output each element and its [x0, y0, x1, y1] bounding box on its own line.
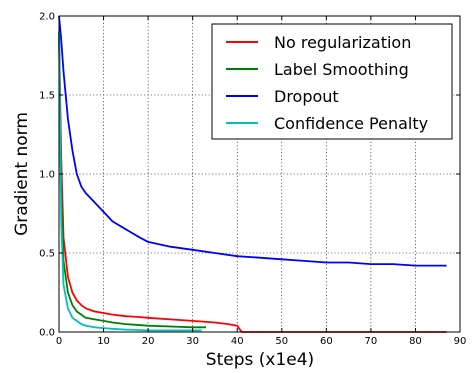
legend-label: No regularization — [274, 33, 411, 52]
x-tick-label: 50 — [275, 336, 288, 347]
x-tick-label: 80 — [409, 336, 422, 347]
y-tick-label: 0.0 — [39, 328, 55, 339]
y-tick-label: 0.5 — [39, 249, 55, 260]
axis-ticks: 0 10 20 30 40 50 60 70 80 90 0.0 0.5 1.0 1.5 2.0 — [39, 12, 466, 348]
y-axis-label: Gradient norm — [12, 112, 32, 236]
y-tick-label: 1.5 — [39, 91, 55, 102]
x-tick-label: 40 — [231, 336, 244, 347]
x-tick-label: 10 — [97, 336, 110, 347]
x-tick-label: 0 — [56, 336, 62, 347]
legend: No regularization Label Smoothing Dropout C… — [211, 23, 453, 140]
x-tick-label: 90 — [454, 336, 467, 347]
y-tick-label: 1.0 — [39, 170, 55, 181]
legend-label: Label Smoothing — [274, 60, 409, 79]
series-line-confidence-penalty — [58, 31, 202, 332]
series-line-dropout — [58, 15, 447, 267]
x-tick-label: 20 — [142, 336, 155, 347]
x-tick-label: 70 — [365, 336, 378, 347]
legend-label: Confidence Penalty — [274, 114, 428, 133]
legend-box — [211, 23, 453, 140]
x-tick-label: 60 — [320, 336, 333, 347]
series-lines — [58, 15, 447, 333]
series-line-label-smoothing — [58, 31, 206, 329]
x-tick-label: 30 — [186, 336, 199, 347]
y-tick-label: 2.0 — [39, 12, 55, 23]
legend-label: Dropout — [274, 87, 339, 106]
x-axis-label: Steps (x1e4) — [206, 350, 314, 370]
